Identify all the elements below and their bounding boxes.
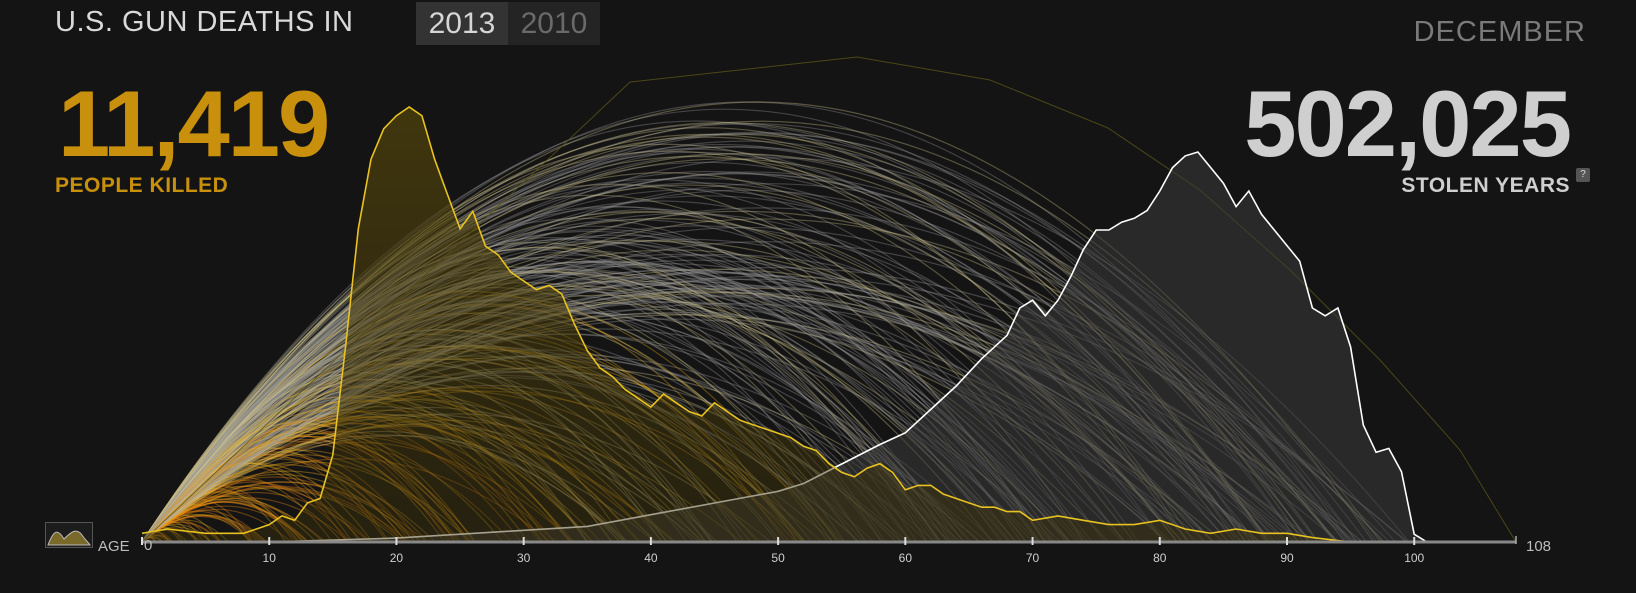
trajectory-arc xyxy=(141,498,254,543)
trajectory-arc xyxy=(141,261,1027,543)
trajectory-arc xyxy=(141,488,287,543)
age-tick-label-50: 50 xyxy=(771,551,785,565)
trajectory-arc xyxy=(141,225,1047,543)
trajectory-arc xyxy=(141,247,940,543)
trajectory-arc xyxy=(141,183,1085,543)
trajectory-arc xyxy=(141,248,918,543)
max-envelope-line xyxy=(141,56,1517,543)
trajectory-arc xyxy=(141,267,942,543)
stolen-years-label: STOLEN YEARS xyxy=(1401,174,1570,197)
people-killed-label: PEOPLE KILLED xyxy=(55,174,229,197)
trajectory-arc xyxy=(141,484,295,543)
trajectory-arc xyxy=(141,230,1042,543)
age-tick-label-30: 30 xyxy=(517,551,531,565)
trajectory-arc xyxy=(141,265,1071,543)
trajectory-arc xyxy=(141,250,1027,543)
age-axis-label: AGE xyxy=(98,538,130,555)
mini-chart-thumbnail[interactable] xyxy=(45,522,93,548)
trajectory-arc xyxy=(141,241,1047,543)
age-tick-label-100: 100 xyxy=(1404,551,1424,565)
age-tick-label-90: 90 xyxy=(1280,551,1294,565)
age-at-death-area xyxy=(142,107,1516,542)
age-at-death-line xyxy=(141,106,1516,543)
month-label: DECEMBER xyxy=(1413,16,1586,48)
trajectory-arc xyxy=(141,242,1071,543)
trajectory-arc xyxy=(141,266,883,543)
trajectory-arc xyxy=(141,269,993,543)
distribution-areas xyxy=(141,106,1516,543)
trajectory-arc xyxy=(141,312,1038,543)
trajectory-arc xyxy=(141,218,1022,543)
year-tab-2013[interactable]: 2013 xyxy=(416,2,508,45)
trajectory-arc xyxy=(141,260,1067,543)
trajectory-arc xyxy=(141,260,1054,543)
year-selector: 2013 2010 xyxy=(416,2,600,45)
age-tick-label-10: 10 xyxy=(263,551,277,565)
expected-age-area xyxy=(142,152,1516,542)
trajectory-arc xyxy=(141,237,958,543)
mini-chart-icon xyxy=(47,530,91,546)
age-tick-label-20: 20 xyxy=(390,551,404,565)
year-tab-2010[interactable]: 2010 xyxy=(508,2,600,45)
trajectory-arc xyxy=(141,238,1001,543)
trajectory-arc xyxy=(141,234,1093,543)
age-tick-label-60: 60 xyxy=(899,551,913,565)
trajectory-arc xyxy=(141,509,266,543)
help-icon[interactable]: ? xyxy=(1576,168,1590,182)
trajectory-arc xyxy=(141,291,1033,543)
age-tick-label-70: 70 xyxy=(1026,551,1040,565)
trajectory-arc xyxy=(141,288,1017,543)
trajectory-arc xyxy=(141,268,1004,543)
trajectory-arc xyxy=(141,246,952,543)
trajectory-arc xyxy=(141,254,1016,543)
trajectory-arc xyxy=(141,271,938,543)
age-axis-max-label: 108 xyxy=(1526,538,1552,555)
trajectory-arc xyxy=(141,257,886,543)
people-killed-count: 11,419 xyxy=(58,71,330,176)
trajectory-arc xyxy=(141,261,1041,543)
age-tick-label-0: 0 xyxy=(144,537,152,554)
trajectory-arc xyxy=(141,194,1045,543)
age-tick-label-40: 40 xyxy=(644,551,658,565)
stolen-years-count: 502,025 xyxy=(1244,71,1572,176)
trajectory-arc xyxy=(141,271,965,543)
trajectory-arc xyxy=(141,274,1012,543)
trajectory-arc xyxy=(141,205,1084,543)
trajectory-arc xyxy=(141,272,1055,543)
trajectory-arc xyxy=(141,236,1039,543)
trajectory-arc xyxy=(141,257,949,543)
trajectory-arc xyxy=(141,270,942,543)
trajectory-arc xyxy=(141,504,251,543)
age-axis: 0 10 20 30 40 50 60 70 80 90 100 xyxy=(141,536,1517,565)
trajectory-arc xyxy=(141,285,1010,543)
trajectory-arc xyxy=(141,229,1058,543)
trajectory-arc xyxy=(141,206,1105,543)
trajectory-arc xyxy=(141,275,935,543)
page-title: U.S. GUN DEATHS IN xyxy=(55,6,354,38)
trajectory-arc xyxy=(141,242,928,543)
trajectory-arc xyxy=(141,269,956,543)
age-tick-label-80: 80 xyxy=(1153,551,1167,565)
